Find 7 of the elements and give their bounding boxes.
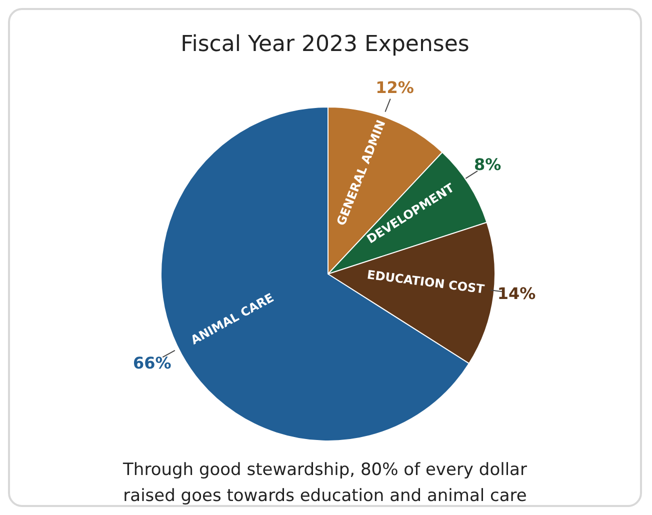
data-label: 14% [497,284,536,303]
slice-label: EDUCATION COST [366,268,486,296]
data-label: 12% [376,78,414,98]
data-label: 8% [474,155,502,174]
text: Through good stewardship, 80% of every dollar raised goes towards education and animal care [122,459,528,508]
data-label: 66% [132,353,172,372]
chart-title: Fiscal Year 2023 Expenses [180,32,470,57]
